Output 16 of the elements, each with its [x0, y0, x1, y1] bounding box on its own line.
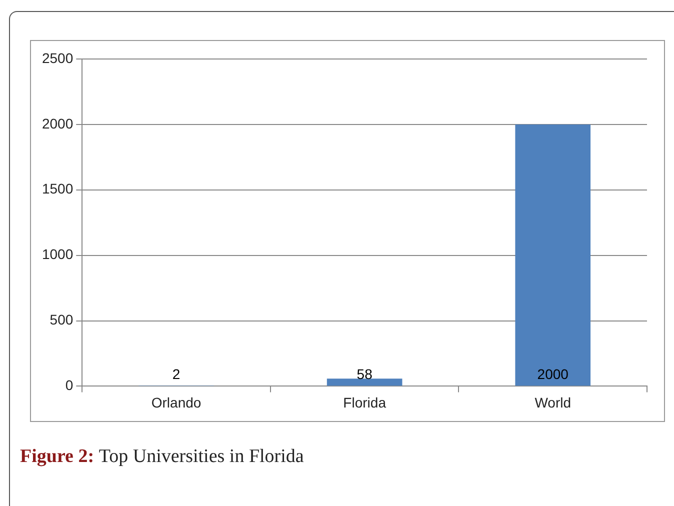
y-tick-label: 500	[50, 312, 74, 328]
text: Top Universities in Florida	[98, 446, 304, 467]
y-tick-label: 0	[65, 377, 74, 394]
y-tick-label: 1000	[42, 246, 74, 262]
x-tick-label: Florida	[343, 394, 386, 410]
data-label: 2	[172, 366, 180, 382]
data-label: 2000	[537, 366, 569, 382]
caption: Figure 2:	[20, 446, 96, 467]
bar	[326, 378, 402, 386]
x-tick-label: Orlando	[151, 394, 202, 410]
y-tick-label: 2500	[42, 50, 74, 66]
data-label: 58	[356, 366, 373, 382]
y-tick-label: 1500	[42, 180, 74, 197]
bar	[515, 124, 591, 386]
y-tick-label: 2000	[42, 115, 74, 132]
x-tick-label: World	[534, 394, 572, 410]
